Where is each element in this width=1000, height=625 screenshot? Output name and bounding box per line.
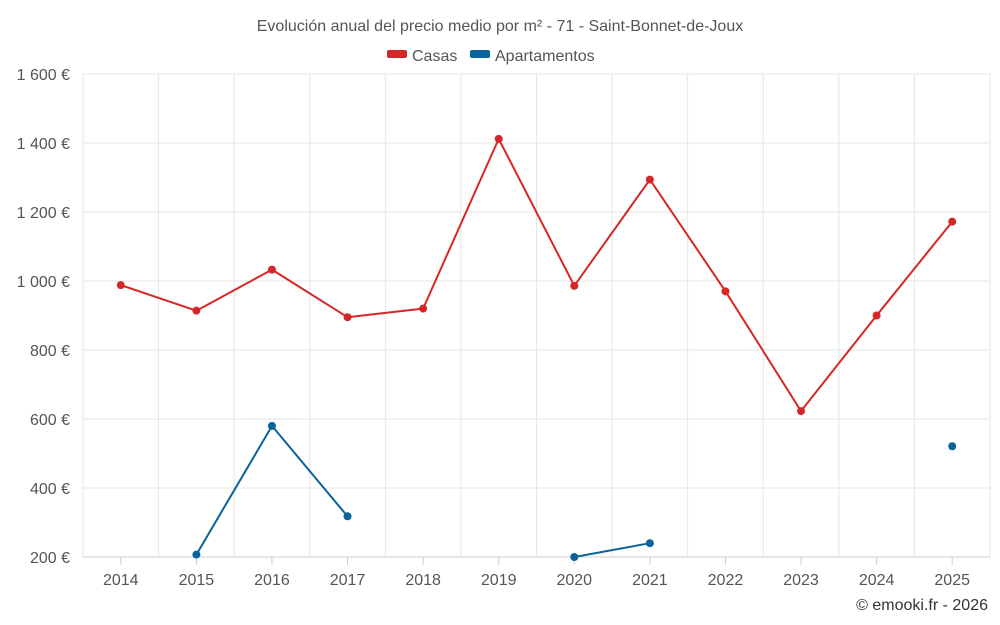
- y-tick-label: 800 €: [30, 343, 70, 360]
- y-tick-label: 400 €: [30, 481, 70, 498]
- y-tick-label: 1 600 €: [17, 67, 70, 84]
- legend-item-casas[interactable]: Casas: [387, 48, 457, 65]
- x-tick-label: 2018: [405, 572, 441, 589]
- data-point-apartamentos[interactable]: Apartamentos 2016: 580: [267, 421, 276, 430]
- series-line-apartamentos: [574, 542, 651, 558]
- x-tick-label: 2020: [556, 572, 592, 589]
- data-point-casas[interactable]: Casas 2019: 1412: [494, 134, 503, 143]
- legend: Casas Apartamentos: [387, 48, 595, 65]
- x-tick-label: 2024: [859, 572, 895, 589]
- data-point-casas[interactable]: Casas 2025: 1172: [948, 217, 957, 226]
- data-point-casas[interactable]: Casas 2021: 1294: [645, 175, 654, 184]
- data-point-casas[interactable]: Casas 2018: 920: [419, 304, 428, 313]
- x-tick-label: 2022: [708, 572, 744, 589]
- x-tick-label: 2015: [179, 572, 215, 589]
- x-tick-label: 2019: [481, 572, 517, 589]
- grid: [82, 73, 991, 558]
- x-tick-label: 2025: [934, 572, 970, 589]
- legend-swatch-casas: [387, 50, 407, 58]
- y-tick-label: 200 €: [30, 550, 70, 567]
- x-tick-label: 2016: [254, 572, 290, 589]
- data-point-casas[interactable]: Casas 2017: 895: [343, 313, 352, 322]
- y-tick-label: 600 €: [30, 412, 70, 429]
- series-line-apartamentos: [195, 424, 349, 556]
- x-tick-label: 2017: [330, 572, 366, 589]
- credit: © emooki.fr - 2026: [856, 597, 988, 614]
- y-axis: 200 € 400 € 600 € 800 € 1 000 € 1 200 € 1 400 …: [17, 67, 70, 567]
- x-tick-label: 2021: [632, 572, 668, 589]
- data-point-apartamentos[interactable]: Apartamentos 2025: 521: [948, 442, 957, 451]
- legend-label-apartamentos: Apartamentos: [495, 48, 595, 65]
- x-tick-label: 2023: [783, 572, 819, 589]
- data-point-apartamentos[interactable]: Apartamentos 2015: 207: [192, 550, 201, 559]
- data-point-casas[interactable]: Casas 2020: 986: [570, 281, 579, 290]
- data-point-casas[interactable]: Casas 2022: 970: [721, 287, 730, 296]
- y-tick-label: 1 400 €: [17, 136, 70, 153]
- data-point-apartamentos[interactable]: Apartamentos 2021: 240: [645, 539, 654, 548]
- data-point-casas[interactable]: Casas 2023: 623: [797, 407, 806, 416]
- legend-label-casas: Casas: [412, 48, 457, 65]
- data-point-casas[interactable]: Casas 2016: 1033: [267, 265, 276, 274]
- x-axis: 2014 2015 2016 2017 2018 2019 2020 2021 2022 2023…: [103, 557, 970, 589]
- y-tick-label: 1 200 €: [17, 205, 70, 222]
- legend-swatch-apartamentos: [470, 50, 490, 58]
- x-tick-label: 2014: [103, 572, 139, 589]
- data-point-casas[interactable]: Casas 2014: 988: [116, 281, 125, 290]
- series-line-casas: [120, 137, 953, 413]
- legend-item-apartamentos[interactable]: Apartamentos: [470, 48, 595, 65]
- data-point-casas[interactable]: Casas 2015: 914: [192, 306, 201, 315]
- data-point-apartamentos[interactable]: Apartamentos 2020: 200: [570, 553, 579, 561]
- y-tick-label: 1 000 €: [17, 274, 70, 291]
- data-point-casas[interactable]: Casas 2024: 900: [872, 311, 881, 320]
- data-point-apartamentos[interactable]: Apartamentos 2017: 318: [343, 512, 352, 521]
- series-layer: Casas 2014: 988 Casas 2015: 914 Casas 2016…: [116, 134, 957, 561]
- chart-title: Evolución anual del precio medio por m² …: [257, 18, 743, 35]
